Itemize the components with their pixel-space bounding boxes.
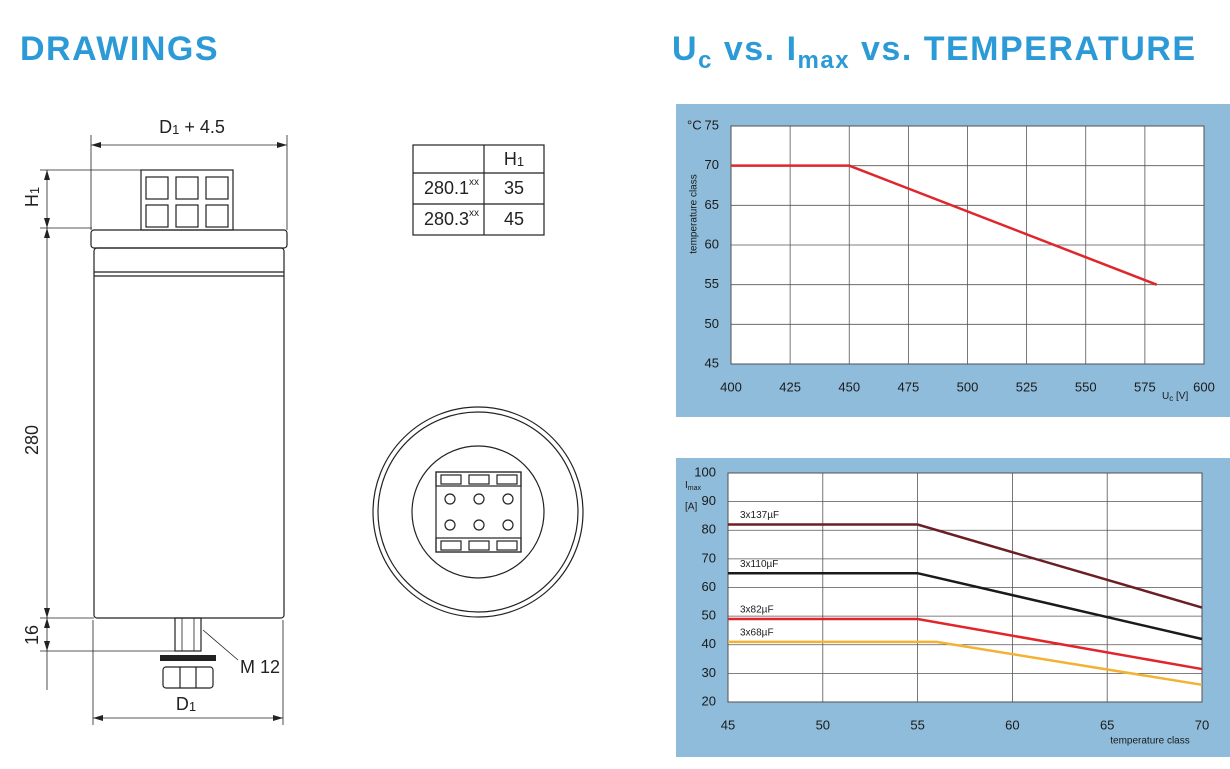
y-tick-label: 80	[702, 522, 716, 537]
y-tick-label: 50	[702, 608, 716, 623]
heading-part: U	[672, 30, 698, 68]
y-axis-label: temperature class	[689, 174, 700, 253]
x-tick-label: 400	[720, 379, 742, 394]
dimension-label: D1	[176, 694, 196, 715]
x-tick-label: 475	[898, 379, 920, 394]
y-tick-label: 100	[694, 464, 716, 479]
table-header: H1	[504, 149, 524, 170]
x-tick-label: 575	[1134, 379, 1156, 394]
x-tick-label: 500	[957, 379, 979, 394]
y-tick-label: 90	[702, 493, 716, 508]
x-axis-label: temperature class	[1110, 736, 1189, 747]
terminal-block	[140, 169, 234, 231]
y-tick-label: 75	[705, 117, 719, 132]
dimension-label: 280	[22, 425, 42, 455]
y-tick-label: 65	[705, 197, 719, 212]
series-line	[728, 640, 1203, 687]
y-tick-label: 60	[705, 236, 719, 251]
y-tick-label: 50	[705, 316, 719, 331]
y-tick-label: 40	[702, 636, 716, 651]
x-tick-label: 50	[816, 717, 830, 732]
body	[93, 247, 285, 619]
x-tick-label: 425	[779, 379, 801, 394]
y-tick-label: 45	[705, 355, 719, 370]
chart-heading: Uc vs. Imax vs. TEMPERATURE	[672, 30, 1197, 74]
y-tick-label: 55	[705, 276, 719, 291]
dimension-table: H1 280.1xx 35 280.3xx 45	[412, 144, 545, 236]
x-axis-label: Uc [V]	[1162, 391, 1188, 403]
table-cell: 35	[504, 178, 524, 198]
x-tick-label: 60	[1005, 717, 1019, 732]
y-tick-label: 70	[705, 157, 719, 172]
table-cell: 45	[504, 209, 524, 229]
top-view	[372, 406, 584, 618]
series-label: 3x68µF	[740, 628, 774, 639]
series-label: 3x110µF	[740, 559, 778, 570]
y-axis-label-part: max	[688, 485, 702, 492]
section-heading: DRAWINGS	[20, 30, 219, 68]
x-tick-label: 45	[721, 717, 735, 732]
y-tick-label: 60	[702, 579, 716, 594]
x-tick-label: 70	[1195, 717, 1209, 732]
series-line	[728, 523, 1203, 609]
heading-sub: max	[798, 47, 851, 74]
y-tick-label: 30	[702, 665, 716, 680]
heading-sub: c	[698, 47, 713, 74]
x-axis-label-part: U	[1162, 391, 1169, 402]
heading-part: vs. I	[713, 30, 798, 68]
y-unit: °C	[687, 117, 702, 132]
x-axis-label-part: c	[1169, 394, 1173, 403]
heading-part: vs. TEMPERATURE	[850, 30, 1196, 68]
x-tick-label: 525	[1016, 379, 1038, 394]
nut	[162, 666, 214, 689]
y-axis-label-part: I	[685, 480, 688, 491]
cap	[90, 229, 288, 249]
x-tick-label: 550	[1075, 379, 1097, 394]
series-line	[728, 571, 1203, 641]
series-label: 3x137µF	[740, 510, 779, 521]
dimension-label: 16	[22, 625, 42, 645]
dimension-label: H1	[22, 187, 43, 207]
x-axis-label-part: [V]	[1173, 391, 1188, 402]
side-view: D1 + 4.5 H1 280 16 M 12 D1	[22, 117, 288, 725]
series-label: 3x82µF	[740, 605, 774, 616]
charts: 45 50 55 60 65 70 75 400 425 450 475 500 525 550 575 60…	[685, 117, 1215, 746]
x-tick-label: 65	[1100, 717, 1114, 732]
y-axis-unit: [A]	[685, 502, 697, 513]
y-tick-label: 20	[702, 693, 716, 708]
table-cell: 280.3xx	[424, 208, 479, 229]
series-line	[731, 164, 1158, 286]
washer	[160, 655, 216, 661]
stud	[174, 617, 202, 652]
thread-label: M 12	[240, 657, 280, 677]
x-tick-label: 55	[910, 717, 924, 732]
table-cell: 280.1xx	[424, 177, 479, 198]
x-tick-label: 450	[838, 379, 860, 394]
dimension-label: D1 + 4.5	[159, 117, 225, 138]
y-axis-label: Imax	[685, 480, 702, 492]
series-line	[728, 617, 1203, 671]
y-tick-label: 70	[702, 550, 716, 565]
x-tick-label: 600	[1193, 379, 1215, 394]
